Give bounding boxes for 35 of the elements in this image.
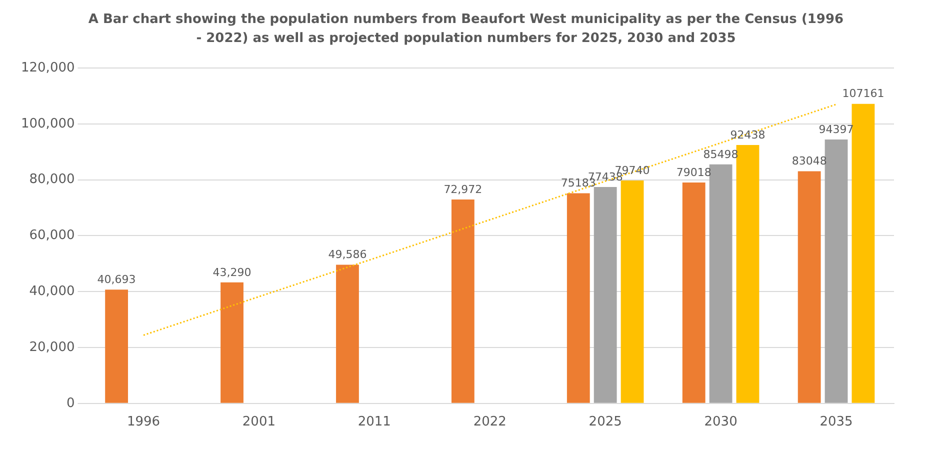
x-tick-label: 2022 bbox=[473, 414, 506, 430]
y-tick-label: 40,000 bbox=[29, 284, 75, 299]
x-tick-label: 2011 bbox=[358, 414, 391, 430]
bar bbox=[451, 199, 474, 403]
x-tick-label: 2025 bbox=[588, 414, 622, 430]
data-label: 49,586 bbox=[328, 248, 367, 262]
data-label: 72,972 bbox=[444, 182, 482, 196]
bar bbox=[220, 282, 244, 403]
x-tick-label: 2030 bbox=[704, 414, 738, 430]
y-tick-label: 0 bbox=[66, 396, 75, 411]
chart-title: A Bar chart showing the population numbers from Beaufort West municipality as per the Census (1996 - 2022) as well as projected population numbers for 2025, 2030 and 2035 bbox=[87, 11, 845, 48]
x-tick-label: 2035 bbox=[820, 414, 853, 430]
bar bbox=[682, 182, 706, 403]
y-tick-label: 120,000 bbox=[20, 60, 75, 76]
bar bbox=[736, 145, 760, 403]
bar bbox=[852, 104, 875, 403]
y-tick-label: 80,000 bbox=[29, 172, 75, 188]
bar bbox=[594, 186, 617, 403]
x-tick-label: 1996 bbox=[126, 414, 160, 430]
bar bbox=[798, 171, 821, 403]
data-label: 107161 bbox=[842, 87, 884, 100]
data-label: 43,290 bbox=[212, 266, 252, 279]
y-tick-label: 60,000 bbox=[29, 228, 75, 244]
bar bbox=[709, 164, 732, 403]
bar bbox=[566, 193, 590, 403]
bar bbox=[620, 180, 644, 403]
data-label: 79018 bbox=[676, 166, 712, 179]
data-label: 40,693 bbox=[97, 273, 136, 286]
bar bbox=[824, 140, 848, 403]
bar bbox=[105, 290, 128, 403]
bar bbox=[336, 264, 359, 403]
y-tick-label: 100,000 bbox=[20, 116, 75, 132]
x-tick-label: 2001 bbox=[242, 414, 276, 430]
data-label: 83048 bbox=[792, 154, 827, 168]
y-tick-label: 20,000 bbox=[29, 340, 75, 355]
